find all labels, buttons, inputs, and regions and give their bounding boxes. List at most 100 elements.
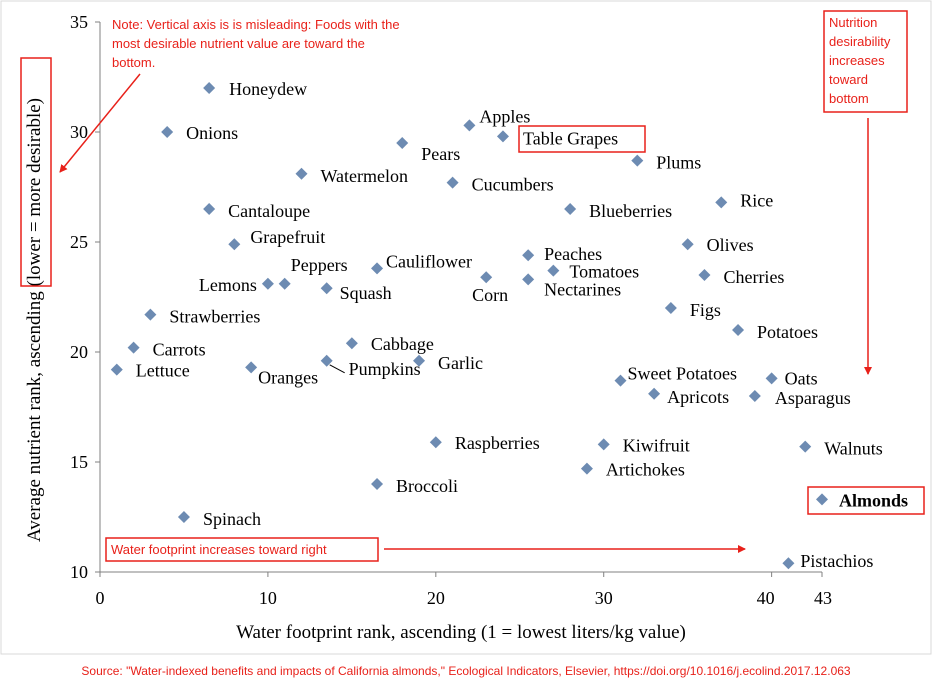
note-line-2: most desirable nutrient value are toward… (112, 36, 365, 51)
point-rice (715, 196, 728, 209)
pumpkins-leader-line (329, 364, 345, 374)
label-olives: Olives (707, 235, 754, 255)
y-tick-label: 35 (70, 12, 88, 32)
point-raspberries (429, 436, 442, 449)
point-carrots (127, 341, 140, 354)
label-potatoes: Potatoes (757, 322, 818, 342)
point-pears (396, 137, 409, 149)
label-strawberries: Strawberries (169, 307, 260, 327)
label-table-grapes: Table Grapes (523, 128, 618, 148)
label-watermelon: Watermelon (320, 166, 408, 186)
y-axis-title-main: Average nutrient rank, ascending (24, 286, 45, 542)
chart-frame (0, 0, 932, 655)
label-asparagus: Asparagus (775, 388, 851, 408)
label-cabbage: Cabbage (371, 334, 434, 354)
point-cabbage (345, 337, 358, 350)
label-apricots: Apricots (667, 387, 729, 407)
y-tick-label: 30 (70, 122, 88, 142)
point-cucumbers (446, 176, 459, 189)
x-tick-label: 10 (259, 588, 277, 608)
nutrition-annotation-box (823, 10, 908, 113)
label-apples: Apples (479, 106, 530, 126)
point-watermelon (295, 167, 308, 180)
point-broccoli (371, 478, 384, 490)
point-corn (480, 271, 493, 284)
y-tick-label: 10 (70, 562, 88, 582)
label-lemons: Lemons (199, 275, 257, 295)
label-nectarines: Nectarines (544, 279, 621, 299)
point-artichokes (580, 462, 593, 475)
point-peaches (522, 249, 535, 262)
y-ticks: 10 15 20 25 30 35 (70, 12, 100, 582)
label-raspberries: Raspberries (455, 433, 540, 453)
x-ticks: 0 10 20 30 40 43 (96, 572, 832, 608)
data-points (110, 82, 828, 570)
label-lettuce: Lettuce (136, 361, 190, 381)
y-axis-title: Average nutrient rank, ascending (lower … (24, 98, 45, 542)
label-cucumbers: Cucumbers (472, 175, 554, 195)
point-asparagus (748, 390, 761, 402)
label-corn: Corn (472, 285, 508, 305)
point-almonds (816, 493, 828, 506)
water-annotation: Water footprint increases toward right (111, 542, 327, 557)
label-cantaloupe: Cantaloupe (228, 201, 310, 221)
note-arrow (59, 73, 141, 173)
label-kiwifruit: Kiwifruit (623, 435, 690, 455)
note-annotation: Note: Vertical axis is is misleading: Fo… (112, 17, 403, 70)
point-nectarines (522, 273, 535, 286)
point-table-grapes (496, 130, 509, 143)
nutrition-line-5: bottom (829, 91, 869, 106)
point-apples (463, 119, 476, 132)
label-sweet-potatoes: Sweet Potatoes (628, 364, 738, 384)
point-lemons (261, 277, 274, 290)
point-pistachios (782, 557, 795, 570)
point-blueberries (564, 203, 577, 215)
y-tick-label: 15 (70, 452, 88, 472)
label-spinach: Spinach (203, 509, 261, 529)
nutrition-line-4: toward (829, 72, 868, 87)
point-strawberries (144, 308, 157, 321)
point-lettuce (110, 363, 123, 376)
point-kiwifruit (597, 438, 610, 451)
nutrition-line-1: Nutrition (829, 15, 877, 30)
point-olives (681, 238, 694, 251)
source-citation: Source: "Water-indexed benefits and impa… (81, 664, 851, 678)
almonds-highlight-box (807, 486, 925, 515)
point-potatoes (732, 324, 745, 336)
point-peppers (278, 277, 291, 290)
x-tick-label: 43 (814, 588, 832, 608)
point-onions (161, 126, 174, 138)
x-tick-label: 40 (757, 588, 775, 608)
label-tomatoes: Tomatoes (569, 262, 639, 282)
point-apricots (648, 387, 661, 400)
point-cauliflower (371, 262, 384, 275)
label-oats: Oats (785, 368, 818, 388)
x-tick-label: 30 (595, 588, 613, 608)
nutrition-line-2: desirability (829, 34, 891, 49)
label-walnuts: Walnuts (824, 439, 883, 459)
label-almonds: Almonds (839, 490, 908, 510)
y-tick-label: 25 (70, 232, 88, 252)
point-labels: Honeydew Onions Apples Pears Table Grapes Plu… (136, 79, 908, 571)
point-grapefruit (228, 238, 241, 251)
point-honeydew (203, 82, 216, 94)
label-peppers: Peppers (291, 255, 348, 275)
point-walnuts (799, 440, 812, 453)
point-spinach (177, 511, 190, 523)
label-rice: Rice (740, 190, 773, 210)
label-plums: Plums (656, 153, 701, 173)
x-tick-label: 0 (96, 588, 105, 608)
label-cherries: Cherries (723, 267, 784, 287)
point-plums (631, 154, 644, 167)
point-figs (664, 302, 677, 314)
y-axis-title-highlight: (lower = more desirable) (24, 98, 45, 287)
label-grapefruit: Grapefruit (250, 227, 325, 247)
x-axis-title: Water footprint rank, ascending (1 = low… (236, 622, 686, 643)
table-grapes-highlight-box (518, 125, 646, 153)
label-squash: Squash (340, 283, 392, 303)
label-pistachios: Pistachios (800, 551, 873, 571)
label-artichokes: Artichokes (606, 460, 685, 480)
label-cauliflower: Cauliflower (386, 251, 472, 271)
point-tomatoes (547, 264, 560, 277)
